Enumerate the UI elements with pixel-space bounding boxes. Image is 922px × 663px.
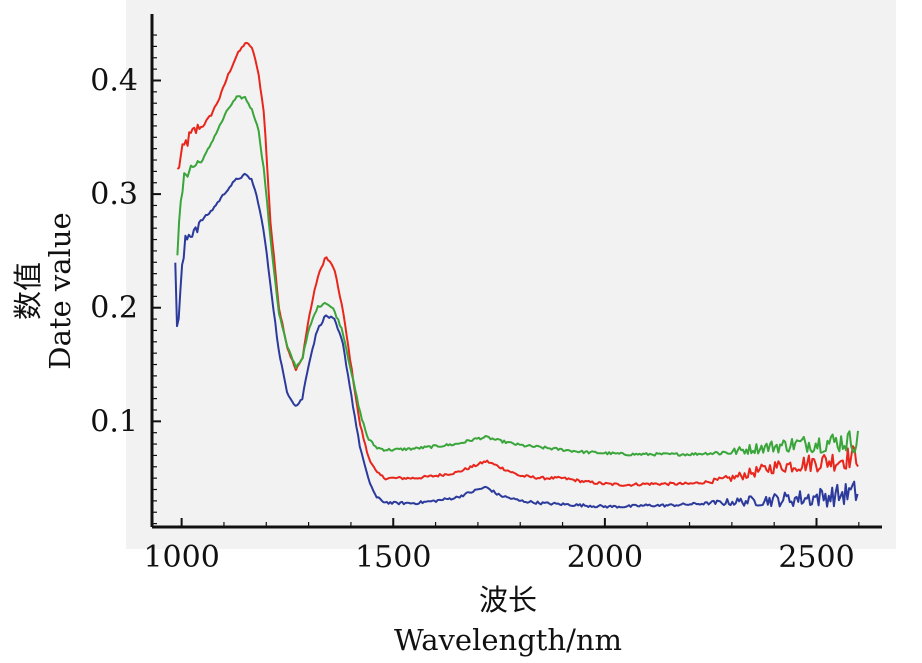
plot-background — [126, 0, 896, 549]
tick-label-layer: 0.1 0.2 0.3 0.4 1000 1500 2000 2500 — [90, 63, 854, 575]
y-tick-label: 0.1 — [90, 404, 138, 439]
x-tick-label: 1000 — [143, 540, 219, 575]
axis-layer — [150, 14, 882, 529]
series-line-3 — [174, 172, 859, 509]
x-tick-label: 2500 — [778, 540, 854, 575]
series-line-2 — [176, 95, 859, 457]
x-axis-title-chinese: 波长 — [479, 583, 537, 617]
y-axis-title-chinese: 数值 — [11, 262, 45, 320]
y-tick-label: 0.3 — [90, 177, 138, 212]
series-layer — [174, 41, 859, 509]
x-axis-title: Wavelength/nm — [394, 623, 622, 657]
x-tick-label: 1500 — [355, 540, 431, 575]
y-tick-label: 0.4 — [90, 63, 138, 98]
x-tick-label: 2000 — [567, 540, 643, 575]
y-axis-title: Date value — [43, 212, 77, 369]
y-tick-label: 0.2 — [90, 291, 138, 326]
